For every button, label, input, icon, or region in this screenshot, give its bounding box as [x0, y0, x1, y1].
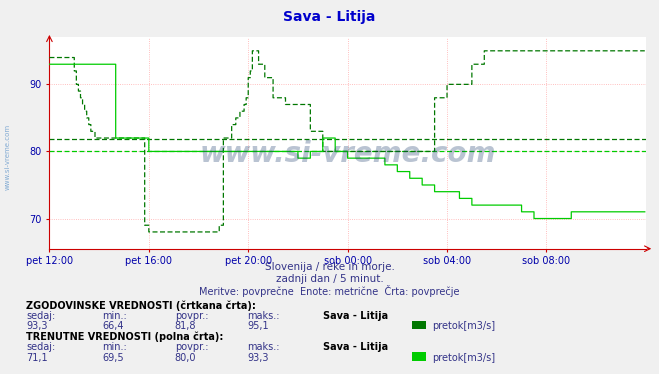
Text: 93,3: 93,3 — [26, 321, 48, 331]
Text: Sava - Litija: Sava - Litija — [323, 311, 388, 321]
Text: 66,4: 66,4 — [102, 321, 124, 331]
Text: 93,3: 93,3 — [247, 353, 269, 362]
Text: Sava - Litija: Sava - Litija — [283, 10, 376, 24]
Text: pretok[m3/s]: pretok[m3/s] — [432, 321, 495, 331]
Text: TRENUTNE VREDNOSTI (polna črta):: TRENUTNE VREDNOSTI (polna črta): — [26, 331, 224, 342]
Text: 71,1: 71,1 — [26, 353, 48, 362]
Text: maks.:: maks.: — [247, 311, 279, 321]
Text: povpr.:: povpr.: — [175, 342, 208, 352]
Text: ZGODOVINSKE VREDNOSTI (črtkana črta):: ZGODOVINSKE VREDNOSTI (črtkana črta): — [26, 300, 256, 311]
Text: 95,1: 95,1 — [247, 321, 269, 331]
Text: 80,0: 80,0 — [175, 353, 196, 362]
Text: Sava - Litija: Sava - Litija — [323, 342, 388, 352]
Text: 69,5: 69,5 — [102, 353, 124, 362]
Text: www.si-vreme.com: www.si-vreme.com — [5, 124, 11, 190]
Text: min.:: min.: — [102, 342, 127, 352]
Text: zadnji dan / 5 minut.: zadnji dan / 5 minut. — [275, 274, 384, 283]
Text: maks.:: maks.: — [247, 342, 279, 352]
Text: sedaj:: sedaj: — [26, 342, 55, 352]
Text: Slovenija / reke in morje.: Slovenija / reke in morje. — [264, 263, 395, 272]
Text: sedaj:: sedaj: — [26, 311, 55, 321]
Text: Meritve: povprečne  Enote: metrične  Črta: povprečje: Meritve: povprečne Enote: metrične Črta:… — [199, 285, 460, 297]
Text: www.si-vreme.com: www.si-vreme.com — [200, 140, 496, 168]
Text: povpr.:: povpr.: — [175, 311, 208, 321]
Text: 81,8: 81,8 — [175, 321, 196, 331]
Text: min.:: min.: — [102, 311, 127, 321]
Text: pretok[m3/s]: pretok[m3/s] — [432, 353, 495, 362]
